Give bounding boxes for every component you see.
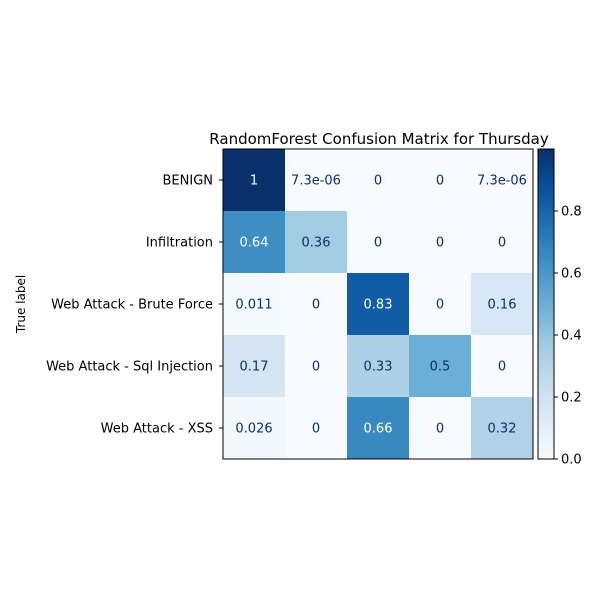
y-axis-label: True label: [14, 275, 28, 334]
cell-value-label: 0: [498, 236, 506, 251]
heatmap-cell: [347, 211, 409, 273]
heatmap-cell: [409, 149, 471, 211]
cell-value-label: 0: [374, 236, 382, 251]
cell-value-label: 0.5: [430, 360, 451, 375]
heatmap-cell: [471, 397, 533, 459]
colorbar-tick-label: 0.2: [561, 391, 582, 406]
cell-value-label: 0.026: [235, 422, 272, 437]
cell-value-label: 0: [312, 360, 320, 375]
heatmap-cell: [471, 211, 533, 273]
heatmap-cell: [471, 149, 533, 211]
cell-value-label: 1: [250, 174, 258, 189]
heatmap-cell: [347, 335, 409, 397]
heatmap-cell: [409, 273, 471, 335]
y-tick-label: Web Attack - Brute Force: [51, 298, 213, 313]
heatmap-cell: [223, 273, 285, 335]
y-tick-label: Web Attack - XSS: [101, 422, 213, 437]
heatmap-cell: [285, 149, 347, 211]
cell-value-label: 0.64: [240, 236, 269, 251]
cell-value-label: 0.011: [235, 298, 272, 313]
cell-value-label: 0: [312, 422, 320, 437]
cell-value-label: 0.33: [364, 360, 393, 375]
colorbar: [537, 148, 555, 460]
heatmap-cell: [223, 211, 285, 273]
cell-value-label: 0.83: [364, 298, 393, 313]
colorbar-tick-label: 0.4: [561, 329, 582, 344]
heatmap-cell: [285, 397, 347, 459]
heatmap-cell: [347, 397, 409, 459]
heatmap-cell: [285, 273, 347, 335]
cell-value-label: 0.17: [240, 360, 269, 375]
colorbar-tick-label: 0.6: [561, 267, 582, 282]
heatmap-cell: [471, 335, 533, 397]
colorbar-ticks: 0.0 0.2 0.4 0.6 0.8: [554, 205, 582, 468]
cell-value-label: 0: [436, 422, 444, 437]
heatmap-cell: [347, 273, 409, 335]
chart-title: RandomForest Confusion Matrix for Thursd…: [209, 130, 549, 148]
heatmap-cell: [409, 397, 471, 459]
cell-value-label: 0.36: [302, 236, 331, 251]
y-tick-label: Web Attack - Sql Injection: [46, 360, 213, 375]
heatmap-cell: [285, 211, 347, 273]
heatmap-cell: [471, 273, 533, 335]
colorbar-tick-label: 0.0: [561, 453, 582, 468]
y-tick-label: BENIGN: [163, 174, 214, 189]
cell-value-label: 0: [498, 360, 506, 375]
heatmap-cell: [347, 149, 409, 211]
cell-value-label: 0: [312, 298, 320, 313]
y-tick-label: Infiltration: [146, 236, 213, 251]
heatmap-cells: 1 7.3e-06 0 0 7.3e-06 0.64 0.36 0 0 0 0.011 0 0.83 0 0…: [223, 149, 533, 459]
cell-value-label: 7.3e-06: [477, 174, 527, 189]
heatmap-cell: [409, 211, 471, 273]
cell-value-label: 7.3e-06: [291, 174, 341, 189]
cell-value-label: 0: [436, 174, 444, 189]
cell-value-label: 0.16: [488, 298, 517, 313]
heatmap-cell: [223, 335, 285, 397]
cell-value-label: 0: [436, 298, 444, 313]
y-tick-labels: BENIGN Infiltration Web Attack - Brute For…: [46, 174, 223, 437]
heatmap-cell: [285, 335, 347, 397]
cell-value-label: 0.32: [488, 422, 517, 437]
cell-value-label: 0: [374, 174, 382, 189]
cell-value-label: 0: [436, 236, 444, 251]
cell-value-label: 0.66: [364, 422, 393, 437]
heatmap-cell: [223, 149, 285, 211]
heatmap-cell: [409, 335, 471, 397]
heatmap-cell: [223, 397, 285, 459]
colorbar-tick-label: 0.8: [561, 205, 582, 220]
